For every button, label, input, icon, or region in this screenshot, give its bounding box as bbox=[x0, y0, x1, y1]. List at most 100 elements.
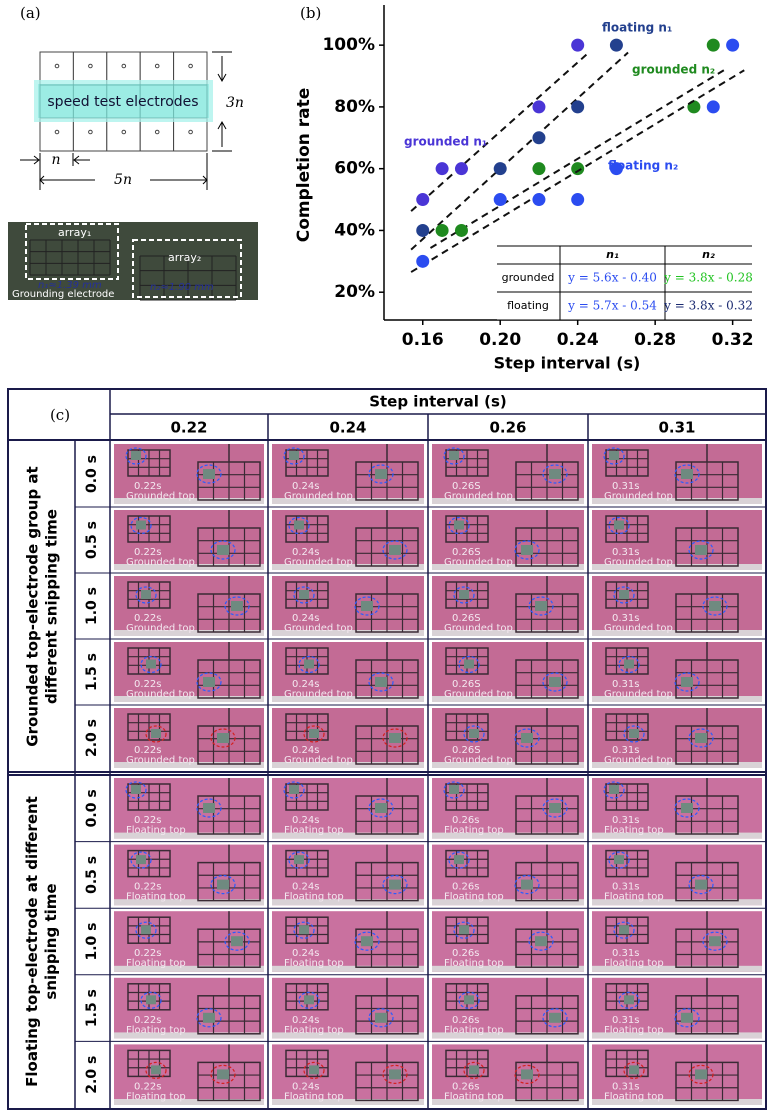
snapshot-time: 0.31s bbox=[612, 481, 639, 492]
array-label: array₁ bbox=[58, 226, 91, 239]
snapshot bbox=[432, 576, 584, 636]
tracking-ring bbox=[463, 725, 485, 743]
snapshot-time: 0.31s bbox=[612, 679, 639, 690]
droplet bbox=[389, 879, 401, 890]
snapshot-strip bbox=[114, 965, 264, 972]
droplet bbox=[389, 733, 401, 743]
droplet bbox=[389, 545, 401, 555]
tracking-ring bbox=[514, 874, 540, 895]
tracking-ring bbox=[688, 874, 714, 895]
droplet bbox=[203, 469, 215, 479]
tracking-ring bbox=[453, 586, 475, 604]
snapshot-strip bbox=[432, 899, 584, 906]
tracking-ring bbox=[130, 851, 152, 869]
droplet bbox=[136, 520, 146, 530]
tracking-ring bbox=[196, 672, 222, 692]
snapshot-caption: Grounded top bbox=[604, 689, 673, 700]
tracking-ring bbox=[542, 798, 568, 818]
data-point bbox=[493, 193, 507, 207]
droplet bbox=[454, 855, 464, 865]
droplet bbox=[151, 1065, 161, 1075]
x-tick-label: 0.16 bbox=[402, 330, 444, 350]
tracking-ring bbox=[140, 991, 162, 1009]
snapshot-caption: Floating top bbox=[604, 892, 664, 903]
droplet bbox=[309, 1065, 319, 1075]
snapshot-caption: Grounded top bbox=[444, 755, 513, 766]
tracking-ring bbox=[443, 781, 465, 799]
snapshot-strip bbox=[592, 696, 762, 702]
snapshot-caption: Grounded top bbox=[126, 689, 195, 700]
snapshot-strip bbox=[272, 696, 424, 702]
snapshot-caption: Floating top bbox=[444, 892, 504, 903]
droplet bbox=[217, 1069, 229, 1080]
x-tick-label: 0.28 bbox=[634, 330, 676, 350]
snapshot bbox=[592, 642, 762, 702]
snapshot-time: 0.26S bbox=[452, 547, 481, 558]
droplet bbox=[299, 925, 309, 935]
data-point bbox=[706, 38, 720, 52]
tracking-ring bbox=[514, 1064, 540, 1085]
tracking-ring bbox=[613, 921, 635, 939]
panel-label: (b) bbox=[300, 4, 321, 22]
data-point bbox=[435, 223, 449, 237]
snapshot-time: 0.22s bbox=[134, 547, 161, 558]
snapshot-caption: Grounded top bbox=[284, 755, 353, 766]
electrode-dot bbox=[121, 63, 127, 69]
electrode-cell bbox=[139, 117, 175, 152]
tracking-ring bbox=[135, 586, 157, 604]
snapshot-strip bbox=[432, 762, 584, 768]
dim-lines bbox=[20, 153, 208, 190]
panel-label: (a) bbox=[20, 4, 41, 22]
snapshot-caption: Floating top bbox=[126, 1091, 186, 1102]
droplet bbox=[217, 879, 229, 890]
group-title: Floating top-electrode at different snip… bbox=[22, 796, 60, 1087]
snapshot-time: 0.24s bbox=[292, 745, 319, 756]
series-label: floating n₂ bbox=[608, 159, 678, 173]
snapshot-time: 0.31s bbox=[612, 1081, 639, 1092]
snapshot-time: 0.24s bbox=[292, 679, 319, 690]
tracking-ring bbox=[603, 781, 625, 799]
column-label: 0.26 bbox=[489, 419, 526, 437]
tracking-ring bbox=[196, 798, 222, 818]
tracking-ring bbox=[145, 725, 167, 743]
table-frame bbox=[7, 388, 767, 1110]
tracking-ring bbox=[125, 447, 147, 465]
snapshot-time: 0.24s bbox=[292, 481, 319, 492]
snapshot-caption: Floating top bbox=[126, 892, 186, 903]
tracking-ring bbox=[688, 1064, 714, 1085]
snapshot-strip bbox=[272, 899, 424, 906]
photo-caption: Grounding electrode bbox=[12, 289, 114, 300]
droplet bbox=[217, 733, 229, 743]
tracking-ring bbox=[130, 516, 152, 535]
time-label: 0.0 s bbox=[84, 789, 100, 827]
electrode-cell bbox=[39, 51, 74, 86]
snapshot-caption: Grounded top bbox=[284, 557, 353, 568]
snapshot-caption: Floating top bbox=[444, 958, 504, 969]
droplet bbox=[709, 601, 721, 611]
snapshot-time: 0.26s bbox=[452, 815, 479, 826]
snapshot bbox=[272, 576, 424, 636]
time-label: 0.5 s bbox=[84, 856, 100, 894]
droplet bbox=[375, 677, 387, 687]
droplet bbox=[681, 803, 693, 813]
snapshot-time: 0.26S bbox=[452, 745, 481, 756]
droplet bbox=[131, 451, 141, 460]
electrode-dot bbox=[154, 63, 160, 69]
snapshot-strip bbox=[592, 899, 762, 906]
snapshot-caption: Grounded top bbox=[444, 623, 513, 634]
snapshot-strip bbox=[114, 498, 264, 504]
electrode-cell bbox=[173, 117, 208, 152]
snapshot bbox=[592, 444, 762, 504]
snapshot-time: 0.31s bbox=[612, 613, 639, 624]
droplet bbox=[469, 729, 479, 738]
droplet bbox=[141, 925, 151, 935]
droplet bbox=[695, 733, 707, 743]
electrode-dot bbox=[54, 129, 60, 135]
droplet bbox=[464, 995, 474, 1005]
droplet bbox=[614, 520, 624, 530]
droplet bbox=[449, 785, 459, 794]
tracking-ring bbox=[674, 1008, 700, 1028]
droplet bbox=[521, 545, 533, 555]
column-header: Step interval (s) bbox=[369, 393, 507, 411]
